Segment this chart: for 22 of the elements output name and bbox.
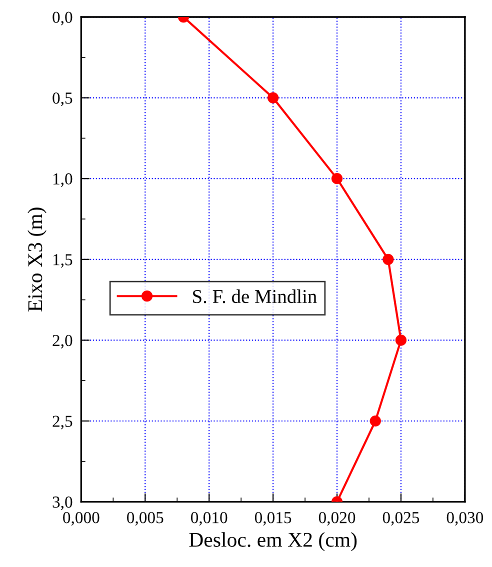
y-tick-label: 2,0 xyxy=(52,334,72,349)
y-tick-label: 0,5 xyxy=(52,92,72,106)
point xyxy=(268,92,279,104)
legend-label: S. F. de Mindlin xyxy=(193,289,317,304)
x-axis-title: Desloc. em X2 (cm) xyxy=(189,532,357,552)
y-tick-label: 1,0 xyxy=(53,173,72,187)
x-tick-label: 0,015 xyxy=(254,512,292,526)
y-axis-title: Eixo X3 (m) xyxy=(28,208,46,312)
y-tick-label: 0,0 xyxy=(52,12,72,26)
x-tick-label: 0,010 xyxy=(190,512,228,526)
x-tick-label: 0,020 xyxy=(318,512,356,526)
point xyxy=(395,334,407,346)
x-tick-label: 0,000 xyxy=(63,512,100,526)
y-tick-label: 1,5 xyxy=(53,254,72,268)
x-tick-label: 0,025 xyxy=(382,512,420,526)
x-tick-label: 0,030 xyxy=(446,512,484,526)
x-tick-label: 0,005 xyxy=(127,512,164,526)
point xyxy=(331,173,343,184)
point xyxy=(370,415,381,427)
y-tick-label: 2,5 xyxy=(52,416,72,430)
point xyxy=(382,254,394,265)
y-tick-label: 3,0 xyxy=(52,496,72,510)
